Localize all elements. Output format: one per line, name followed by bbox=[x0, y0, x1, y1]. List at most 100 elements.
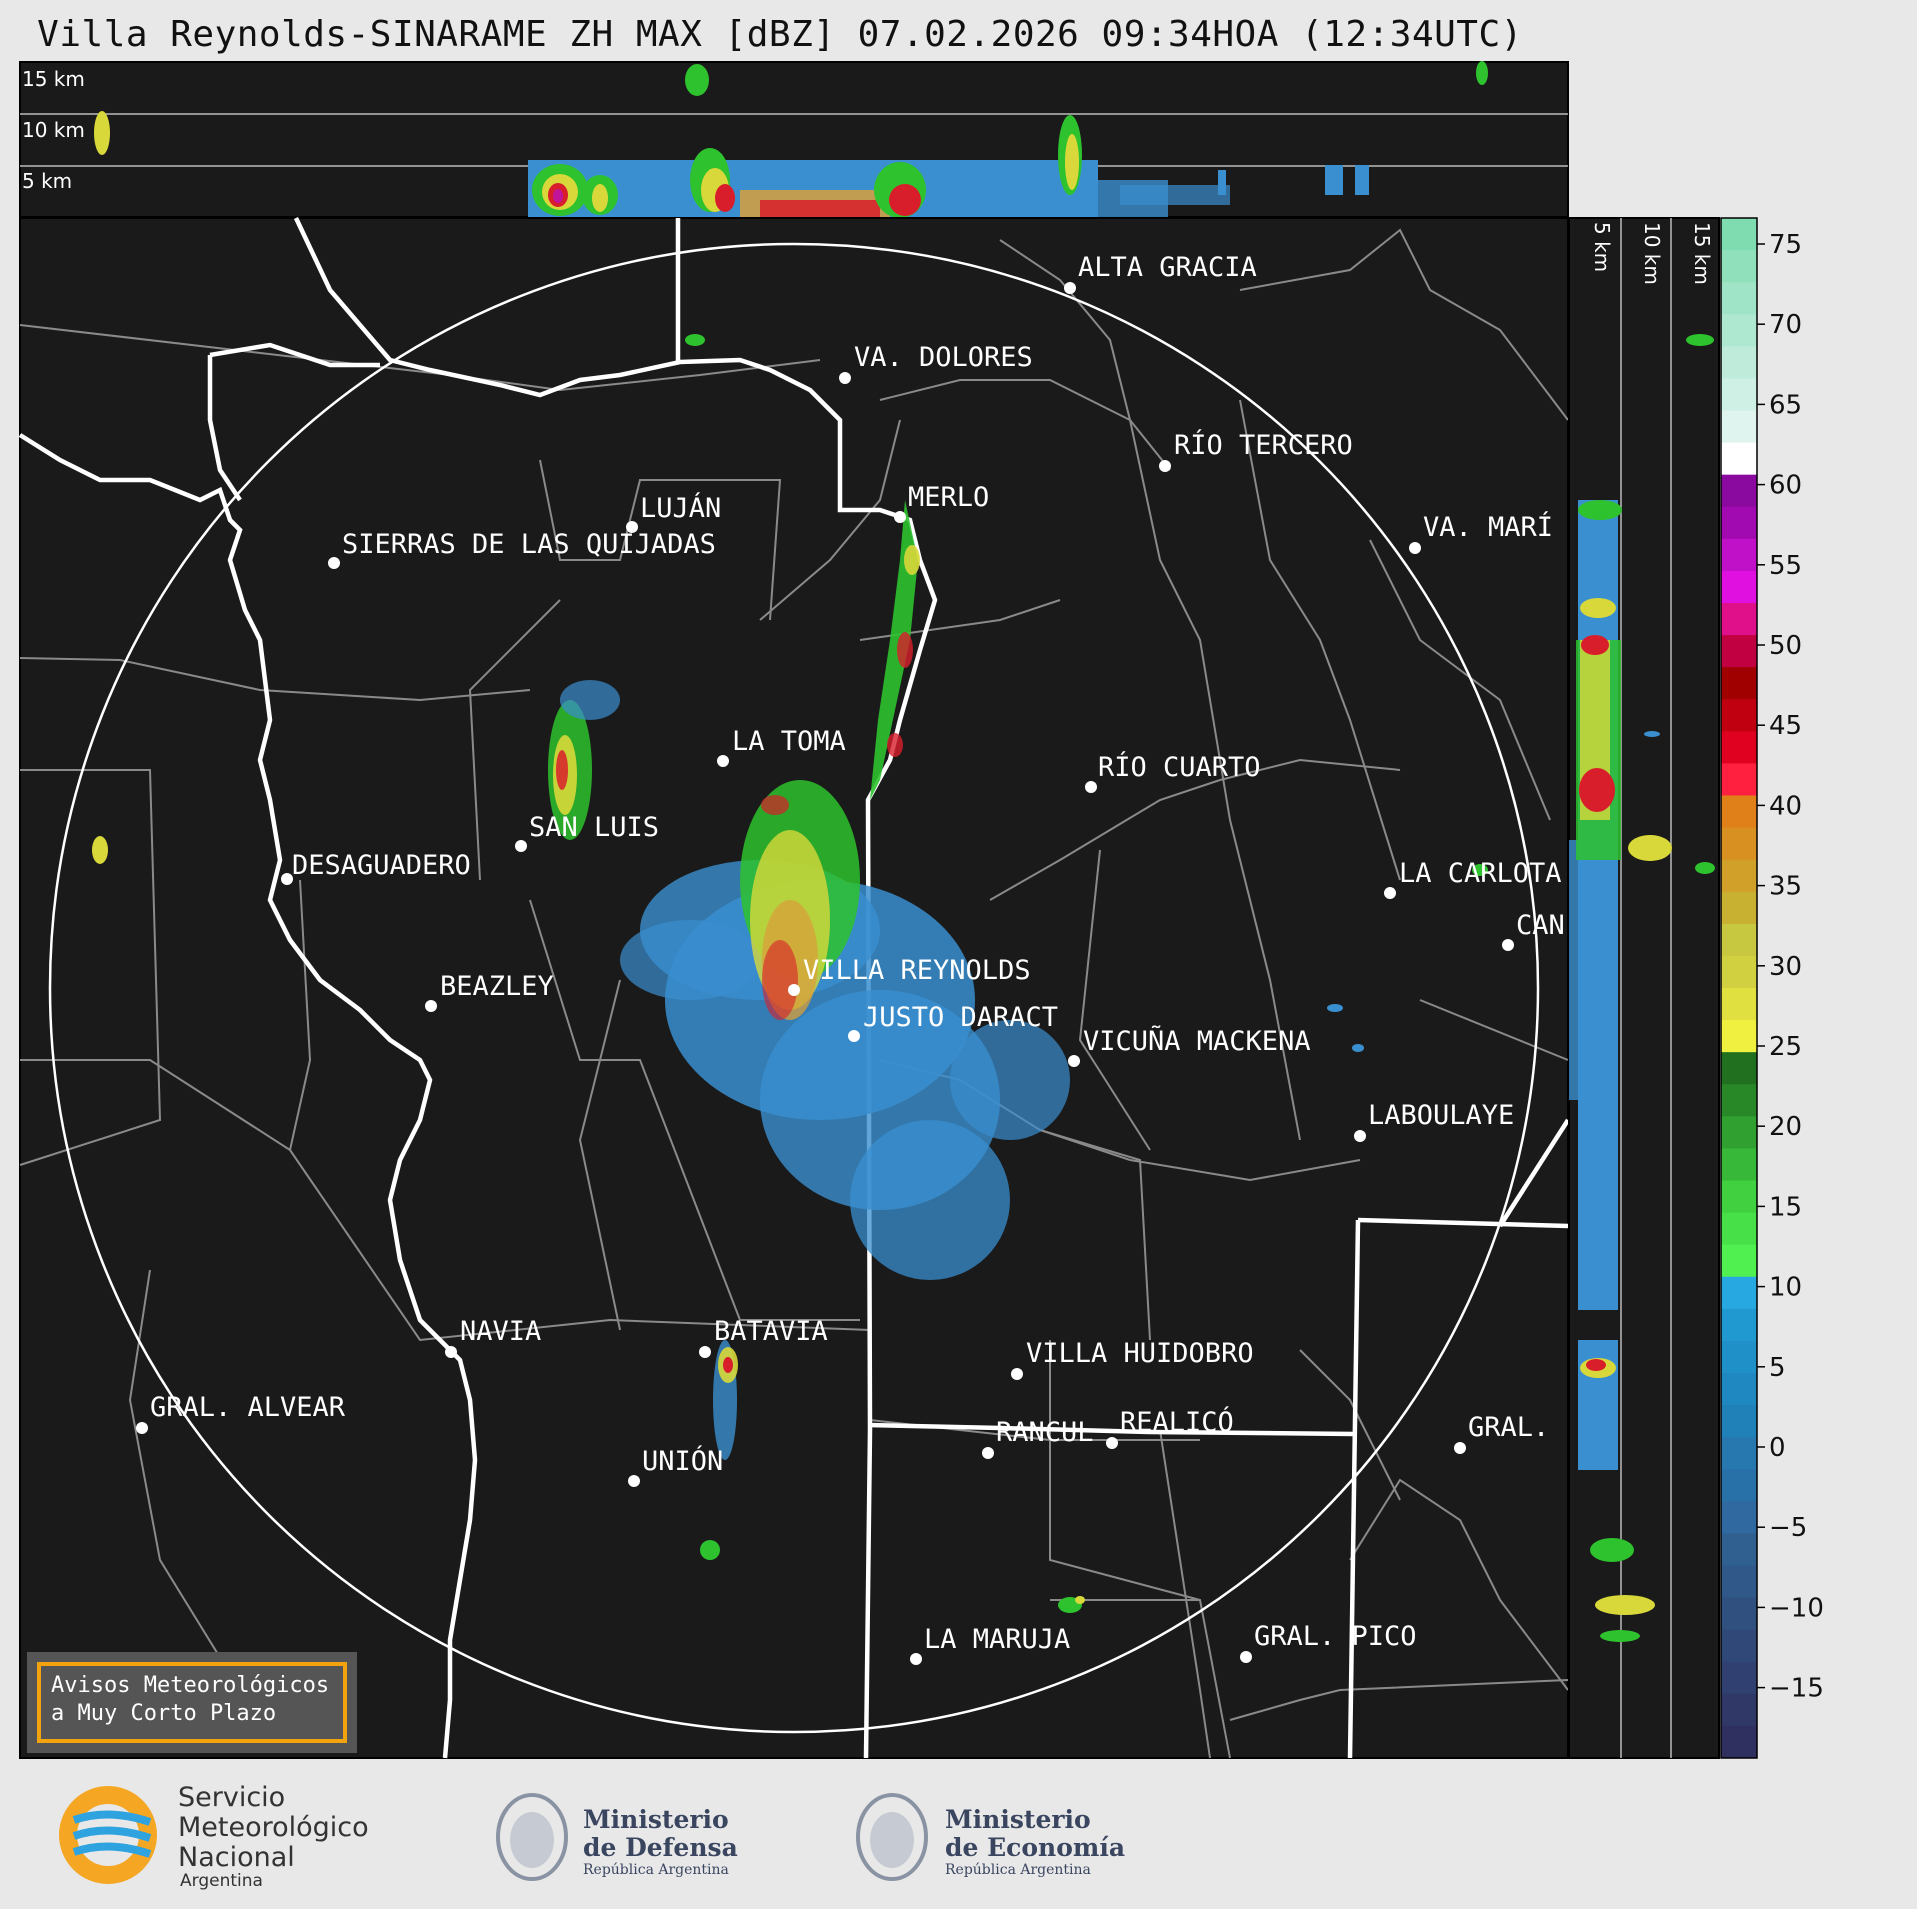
colorbar-swatch bbox=[1721, 1212, 1757, 1246]
city-label: ALTA GRACIA bbox=[1078, 252, 1257, 283]
colorbar-swatch bbox=[1721, 282, 1757, 315]
city-label: UNIÓN bbox=[642, 1445, 723, 1477]
city-dot bbox=[982, 1447, 994, 1459]
smn-line1: Servicio bbox=[178, 1782, 285, 1813]
colorbar-swatch bbox=[1721, 570, 1757, 604]
city-marker: GRAL. bbox=[1454, 1412, 1549, 1454]
city-label: LABOULAYE bbox=[1368, 1100, 1514, 1131]
top-echoes bbox=[94, 61, 1488, 218]
colorbar-tick-label: 35 bbox=[1769, 872, 1802, 902]
city-dot bbox=[839, 372, 851, 384]
coat-of-arms-icon bbox=[496, 1793, 568, 1881]
province-boundaries bbox=[18, 217, 1570, 1759]
colorbar-swatch bbox=[1721, 603, 1757, 636]
city-marker: DESAGUADERO bbox=[281, 850, 471, 885]
city-label: RÍO CUARTO bbox=[1098, 751, 1261, 783]
city-markers: ALTA GRACIA VA. DOLORES RÍO TERCERO MERLO LU… bbox=[136, 252, 1565, 1665]
colorbar-tick-label: −10 bbox=[1769, 1593, 1824, 1623]
side-label-15km: 15 km bbox=[1690, 222, 1714, 285]
colorbar-swatch bbox=[1721, 218, 1757, 251]
city-marker: ALTA GRACIA bbox=[1064, 252, 1257, 294]
colorbar-swatch bbox=[1721, 635, 1757, 668]
colorbar-tick-label: 20 bbox=[1769, 1112, 1802, 1142]
city-label: BATAVIA bbox=[714, 1316, 828, 1347]
city-marker: VICUÑA MACKENA bbox=[1068, 1025, 1311, 1067]
colorbar-tick-label: 10 bbox=[1769, 1273, 1802, 1303]
city-marker: UNIÓN bbox=[628, 1445, 723, 1487]
colorbar-swatch bbox=[1721, 1020, 1757, 1053]
colorbar-swatch bbox=[1721, 988, 1757, 1021]
city-marker: REALICÓ bbox=[1106, 1406, 1234, 1449]
smn-line4: Argentina bbox=[180, 1871, 263, 1891]
city-label: REALICÓ bbox=[1120, 1406, 1234, 1438]
colorbar-tick-label: 65 bbox=[1769, 390, 1802, 420]
city-dot bbox=[1064, 282, 1076, 294]
colorbar-swatch bbox=[1721, 1661, 1757, 1695]
city-dot bbox=[328, 557, 340, 569]
colorbar-swatch bbox=[1721, 1373, 1757, 1406]
city-label: RANCUL bbox=[996, 1417, 1094, 1448]
top-label-10km: 10 km bbox=[22, 118, 85, 142]
defensa-line2: de Defensa bbox=[583, 1833, 738, 1862]
city-dot bbox=[910, 1653, 922, 1665]
defensa-line3: República Argentina bbox=[583, 1862, 729, 1878]
colorbar-tick-label: 45 bbox=[1769, 711, 1802, 741]
city-marker: SAN LUIS bbox=[515, 812, 659, 852]
city-dot bbox=[1454, 1442, 1466, 1454]
colorbar-swatch bbox=[1721, 731, 1757, 764]
city-marker: VA. DOLORES bbox=[839, 342, 1033, 384]
city-marker: VILLA REYNOLDS bbox=[788, 955, 1031, 996]
smn-line2: Meteorológico bbox=[178, 1812, 369, 1843]
city-label: GRAL. PICO bbox=[1254, 1621, 1417, 1652]
city-label: NAVIA bbox=[460, 1316, 541, 1347]
colorbar-swatch bbox=[1721, 346, 1757, 379]
colorbar-tick-label: 0 bbox=[1769, 1433, 1786, 1463]
defensa-logo: Ministerio de Defensa República Argentin… bbox=[496, 1793, 738, 1881]
colorbar-tick-label: 60 bbox=[1769, 471, 1802, 501]
top-label-5km: 5 km bbox=[22, 169, 72, 193]
colorbar-swatch bbox=[1721, 1501, 1757, 1534]
colorbar-swatch bbox=[1721, 827, 1757, 861]
map-panel: ALTA GRACIA VA. DOLORES RÍO TERCERO MERLO LU… bbox=[18, 217, 1570, 1759]
colorbar-swatch bbox=[1721, 378, 1757, 411]
city-label: LA MARUJA bbox=[924, 1624, 1070, 1655]
colorbar-tick-label: −15 bbox=[1769, 1674, 1824, 1704]
city-label: SIERRAS DE LAS QUIJADAS bbox=[342, 529, 716, 560]
city-marker: VA. MARÍ bbox=[1409, 511, 1553, 554]
warning-box-frame: Avisos Meteorológicos a Muy Corto Plazo bbox=[37, 1662, 347, 1743]
city-marker: GRAL. ALVEAR bbox=[136, 1392, 346, 1434]
city-label: VICUÑA MACKENA bbox=[1083, 1025, 1311, 1057]
chart-title: Villa Reynolds-SINARAME ZH MAX [dBZ] 07.… bbox=[37, 14, 1523, 55]
colorbar-swatch bbox=[1721, 1148, 1757, 1181]
colorbar-swatch bbox=[1721, 1340, 1757, 1374]
colorbar-swatch bbox=[1721, 923, 1757, 957]
warning-box[interactable]: Avisos Meteorológicos a Muy Corto Plazo bbox=[27, 1652, 357, 1753]
city-label: SAN LUIS bbox=[529, 812, 659, 843]
colorbar-swatch bbox=[1721, 1725, 1757, 1759]
economia-logo: Ministerio de Economía República Argenti… bbox=[856, 1793, 1125, 1881]
city-dot bbox=[1240, 1651, 1252, 1663]
city-dot bbox=[281, 873, 293, 885]
colorbar-swatch bbox=[1721, 891, 1757, 925]
colorbar-swatch bbox=[1721, 1308, 1757, 1342]
city-label: BEAZLEY bbox=[440, 971, 554, 1002]
city-marker: RANCUL bbox=[982, 1417, 1094, 1459]
city-dot bbox=[425, 1000, 437, 1012]
city-label: GRAL. bbox=[1468, 1412, 1549, 1443]
colorbar-swatch bbox=[1721, 1693, 1757, 1727]
colorbar-frame bbox=[1720, 217, 1758, 1759]
city-label: RÍO TERCERO bbox=[1174, 429, 1353, 461]
city-label: MERLO bbox=[908, 482, 989, 513]
city-dot bbox=[136, 1422, 148, 1434]
city-label: VA. DOLORES bbox=[854, 342, 1033, 373]
colorbar-tick-label: 50 bbox=[1769, 631, 1802, 661]
top-label-15km: 15 km bbox=[22, 67, 85, 91]
city-dot bbox=[717, 755, 729, 767]
city-marker: SIERRAS DE LAS QUIJADAS bbox=[328, 529, 716, 569]
colorbar-tick-label: 30 bbox=[1769, 952, 1802, 982]
warning-line2: a Muy Corto Plazo bbox=[51, 1701, 277, 1726]
colorbar-swatch bbox=[1721, 474, 1757, 508]
colorbar-swatch bbox=[1721, 859, 1757, 893]
